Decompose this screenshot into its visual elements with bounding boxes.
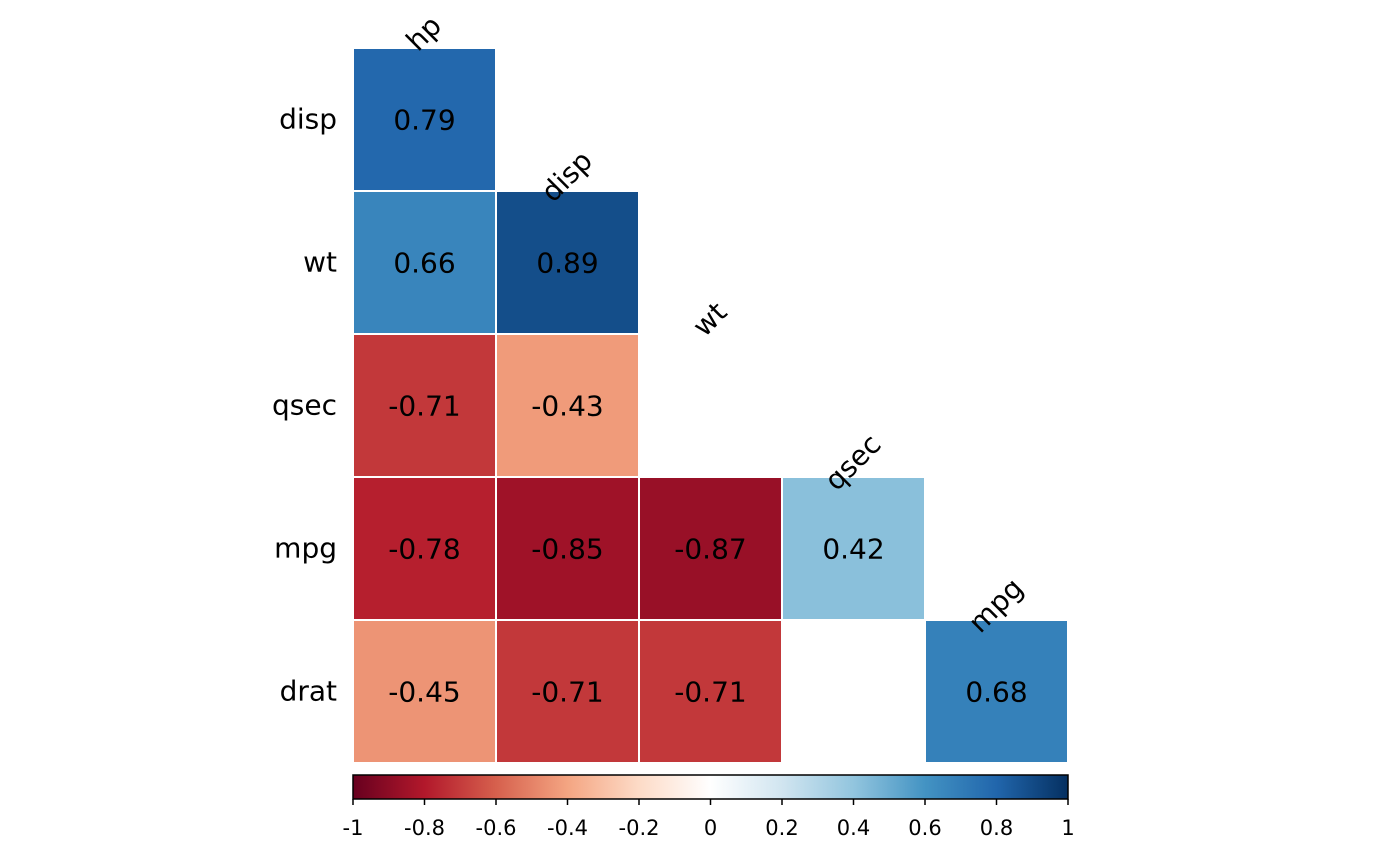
row-label-qsec: qsec xyxy=(272,389,337,422)
colorbar-tick-label: 0.2 xyxy=(765,816,798,840)
colorbar: -1 -0.8 -0.6 -0.4 -0.2 0 0.2 0.4 0.6 0.8 1 xyxy=(343,774,1075,840)
cell-drat-hp xyxy=(352,619,497,764)
column-label-wt: wt xyxy=(686,296,733,343)
cell-value-drat-disp: -0.71 xyxy=(531,676,603,709)
colorbar-tick-label: 0.4 xyxy=(837,816,870,840)
cell-mpg-wt xyxy=(638,476,783,621)
cell-qsec-hp xyxy=(352,333,497,478)
cell-drat-wt xyxy=(638,619,783,764)
cell-drat-qsec xyxy=(782,620,925,763)
colorbar-tick-label: 1 xyxy=(1061,816,1074,840)
colorbar-tick-label: -0.6 xyxy=(476,816,517,840)
cell-value-mpg-disp: -0.85 xyxy=(531,533,603,566)
colorbar-gradient xyxy=(352,774,1069,800)
cell-value-mpg-hp: -0.78 xyxy=(388,533,460,566)
colorbar-tick-label: -0.4 xyxy=(547,816,588,840)
cell-value-wt-disp: 0.89 xyxy=(536,247,598,280)
cell-value-drat-hp: -0.45 xyxy=(388,676,460,709)
cell-wt-disp xyxy=(495,190,640,335)
colorbar-tick-label: -0.2 xyxy=(619,816,660,840)
colorbar-tick-label: 0.6 xyxy=(908,816,941,840)
cell-value-qsec-hp: -0.71 xyxy=(388,390,460,423)
cell-value-mpg-wt: -0.87 xyxy=(674,533,746,566)
cell-drat-mpg xyxy=(924,619,1069,764)
row-label-disp: disp xyxy=(279,103,337,136)
row-label-mpg: mpg xyxy=(274,532,337,565)
row-labels: disp wt qsec mpg drat xyxy=(272,103,337,708)
cell-value-mpg-qsec: 0.42 xyxy=(822,533,884,566)
cell-disp-hp xyxy=(352,47,497,192)
row-label-drat: drat xyxy=(280,675,337,708)
colorbar-tick-label: -0.8 xyxy=(404,816,445,840)
cell-mpg-hp xyxy=(352,476,497,621)
cell-value-wt-hp: 0.66 xyxy=(393,247,455,280)
colorbar-tick-label: -1 xyxy=(343,816,364,840)
cell-value-drat-wt: -0.71 xyxy=(674,676,746,709)
heatmap-cells: 0.79 0.66 0.89 -0.71 -0.43 -0.78 -0.85 -0.87 0.4… xyxy=(352,47,1069,764)
cell-value-drat-mpg: 0.68 xyxy=(965,676,1027,709)
cell-value-disp-hp: 0.79 xyxy=(393,104,455,137)
colorbar-tick-label: 0 xyxy=(704,816,717,840)
cell-wt-hp xyxy=(352,190,497,335)
cell-value-qsec-disp: -0.43 xyxy=(531,390,603,423)
colorbar-tick-label: 0.8 xyxy=(980,816,1013,840)
row-label-wt: wt xyxy=(303,246,337,279)
